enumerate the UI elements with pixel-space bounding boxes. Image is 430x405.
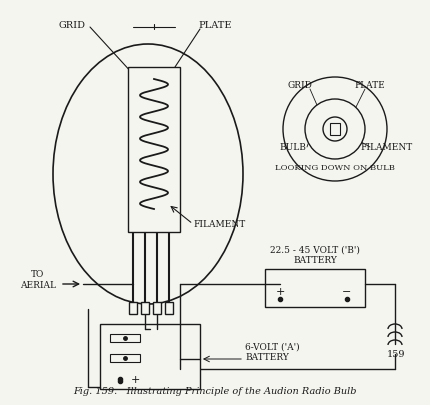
Text: +: + [130,374,139,384]
Bar [153,302,161,314]
Bar [129,302,137,314]
Bar [110,334,140,342]
Text: LOOKING DOWN ON BULB: LOOKING DOWN ON BULB [274,164,394,172]
Bar [165,302,172,314]
Bar [100,324,200,389]
Bar [264,269,364,307]
Text: 159: 159 [386,350,404,358]
Circle shape [304,100,364,160]
Text: BULB: BULB [279,143,306,152]
Bar [329,124,339,136]
Ellipse shape [53,45,243,304]
Text: −: − [341,286,351,296]
Bar [128,68,180,232]
Text: +: + [275,286,284,296]
Circle shape [283,78,386,181]
Text: GRID: GRID [287,80,312,89]
Text: TO
AERIAL: TO AERIAL [20,270,56,289]
Text: 6-VOLT ('A')
BATTERY: 6-VOLT ('A') BATTERY [244,341,299,361]
Text: 22.5 - 45 VOLT ('B')
BATTERY: 22.5 - 45 VOLT ('B') BATTERY [270,245,359,264]
Circle shape [322,118,346,142]
Text: FILAMENT: FILAMENT [193,220,245,229]
Text: PLATE: PLATE [354,80,384,89]
Bar [110,354,140,362]
Text: Fig. 159.   Illustrating Principle of the Audion Radio Bulb: Fig. 159. Illustrating Principle of the … [73,386,356,396]
Text: PLATE: PLATE [198,20,231,30]
Text: −: − [110,329,120,339]
Text: GRID: GRID [58,20,85,30]
Text: FILAMENT: FILAMENT [360,143,412,152]
Bar [141,302,149,314]
